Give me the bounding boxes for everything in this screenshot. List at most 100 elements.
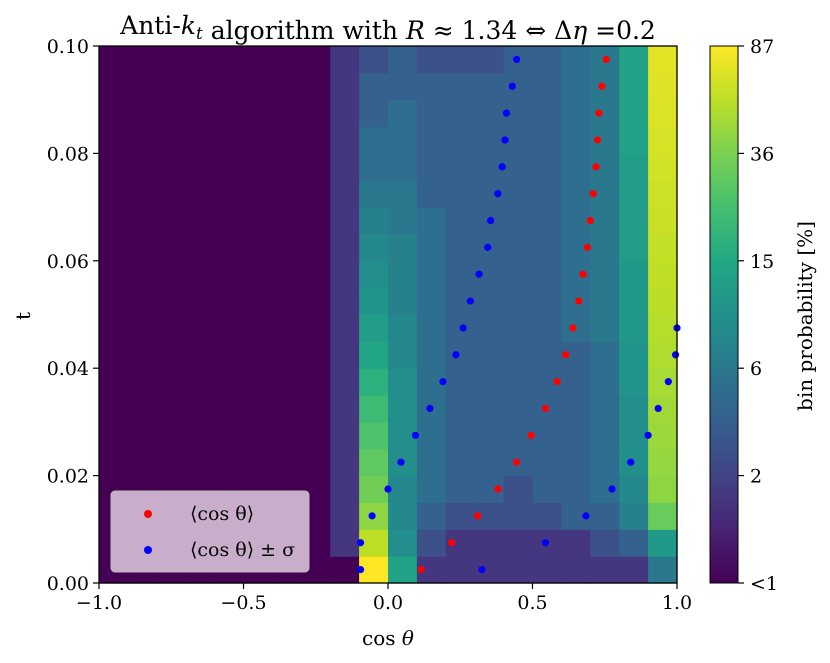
sigma-point xyxy=(452,351,460,359)
x-tick-label: 0.0 xyxy=(373,592,403,614)
heatmap-cell xyxy=(648,314,678,342)
heatmap-cell xyxy=(445,99,476,128)
x-tick-label: −0.5 xyxy=(220,592,266,614)
heatmap-cell xyxy=(416,448,447,477)
heatmap-cell xyxy=(359,126,389,154)
y-axis-title: t xyxy=(11,312,35,320)
heatmap-cell xyxy=(185,395,216,423)
heatmap-cell xyxy=(532,180,562,208)
x-axis-title: cos θ xyxy=(362,626,414,650)
heatmap-cell xyxy=(388,46,418,74)
sigma-point xyxy=(486,216,495,225)
heatmap-cell xyxy=(619,287,649,316)
heatmap-cell xyxy=(301,207,331,235)
heatmap-cell xyxy=(99,395,129,423)
heatmap-cell xyxy=(503,556,534,584)
heatmap-cell xyxy=(648,233,678,262)
heatmap-cell xyxy=(185,207,216,235)
sigma-point xyxy=(484,243,492,251)
heatmap-cell xyxy=(503,341,534,369)
sigma-point xyxy=(459,324,467,332)
heatmap-cell xyxy=(474,46,505,74)
heatmap-cell xyxy=(99,72,129,101)
heatmap-cell xyxy=(243,395,273,423)
heatmap-cell xyxy=(416,180,447,208)
heatmap-cell xyxy=(214,341,245,369)
mean-point xyxy=(447,539,456,547)
heatmap-cell xyxy=(243,233,273,262)
heatmap-cell xyxy=(156,421,187,450)
heatmap-cell xyxy=(359,395,389,423)
sigma-point xyxy=(356,565,365,574)
heatmap-cell xyxy=(330,99,360,128)
heatmap-cell xyxy=(503,368,534,396)
heatmap-cell xyxy=(416,314,447,342)
sigma-point xyxy=(608,485,616,493)
heatmap-cell xyxy=(272,341,302,369)
legend-marker-sigma xyxy=(144,546,152,554)
heatmap-cell xyxy=(127,341,158,369)
sigma-point xyxy=(627,458,635,466)
sigma-point xyxy=(664,378,672,386)
heatmap-cell xyxy=(243,207,273,235)
heatmap-cell xyxy=(156,207,187,235)
heatmap-cell xyxy=(590,233,620,262)
heatmap-cell xyxy=(301,341,331,369)
heatmap-cell xyxy=(503,260,534,289)
mean-point xyxy=(473,512,482,520)
heatmap-cell xyxy=(272,153,302,181)
heatmap-cell xyxy=(359,207,389,235)
heatmap-cell xyxy=(474,368,505,396)
heatmap-cell xyxy=(416,46,447,74)
heatmap-cell xyxy=(388,475,418,504)
heatmap-cell xyxy=(590,448,620,477)
heatmap-cell xyxy=(445,502,476,530)
heatmap-cell xyxy=(359,448,389,477)
heatmap-cell xyxy=(156,448,187,477)
heatmap-cell xyxy=(272,314,302,342)
heatmap-cell xyxy=(590,395,620,423)
heatmap-cell xyxy=(619,529,649,557)
heatmap-cell xyxy=(330,421,360,450)
heatmap-cell xyxy=(127,72,158,101)
heatmap-cell xyxy=(590,502,620,530)
legend: ⟨cos θ⟩ ⟨cos θ⟩ ± σ xyxy=(110,490,310,573)
heatmap-cell xyxy=(503,180,534,208)
legend-label-sigma: ⟨cos θ⟩ ± σ xyxy=(190,539,295,561)
mean-point xyxy=(541,404,550,413)
heatmap-cell xyxy=(214,99,245,128)
heatmap-cell xyxy=(445,475,476,504)
heatmap-cell xyxy=(648,207,678,235)
heatmap-cell xyxy=(185,260,216,289)
sigma-point xyxy=(426,404,434,413)
mean-point xyxy=(527,431,535,439)
sigma-point xyxy=(439,378,447,386)
heatmap-cell xyxy=(445,556,476,584)
heatmap-cell xyxy=(185,341,216,369)
heatmap-cell xyxy=(272,46,302,74)
heatmap-cell xyxy=(619,72,649,101)
heatmap-cell xyxy=(416,99,447,128)
heatmap-cell xyxy=(359,153,389,181)
y-tick-label: 0.06 xyxy=(47,251,89,273)
heatmap-cell xyxy=(272,260,302,289)
heatmap-cell xyxy=(474,421,505,450)
heatmap-cell xyxy=(330,260,360,289)
heatmap-cell xyxy=(272,368,302,396)
heatmap-cell xyxy=(503,153,534,181)
mean-point xyxy=(513,458,521,466)
y-tick-label: 0.00 xyxy=(47,573,89,595)
heatmap-cell xyxy=(359,260,389,289)
colorbar-tick-label: 15 xyxy=(750,251,774,273)
heatmap-cell xyxy=(474,529,505,557)
heatmap-cell xyxy=(243,448,273,477)
heatmap-cell xyxy=(301,180,331,208)
heatmap-cell xyxy=(214,233,245,262)
mean-point xyxy=(562,351,570,359)
heatmap-cell xyxy=(561,368,591,396)
heatmap-cell xyxy=(388,126,418,154)
heatmap-cell xyxy=(243,180,273,208)
heatmap-cell xyxy=(388,260,418,289)
heatmap-cell xyxy=(561,556,591,584)
heatmap-cell xyxy=(648,153,678,181)
